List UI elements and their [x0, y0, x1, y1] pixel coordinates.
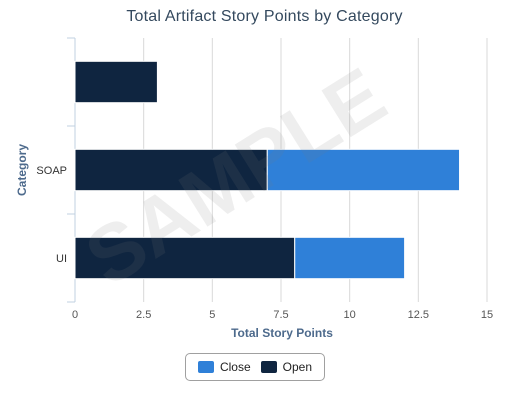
legend-item-open[interactable]: Open	[260, 360, 313, 374]
y-tick-label: UI	[56, 253, 67, 265]
chart-title: Total Artifact Story Points by Category	[126, 8, 403, 25]
bar-open-blank[interactable]	[74, 60, 158, 104]
bar-layer	[74, 60, 461, 280]
legend-label: Open	[282, 360, 313, 374]
axis-layer	[67, 37, 76, 303]
legend-swatch	[197, 361, 214, 373]
x-tick-label: 10	[344, 309, 356, 321]
x-tick-label: 12.5	[408, 309, 429, 321]
x-tick-label: 2.5	[136, 309, 151, 321]
legend-item-close[interactable]: Close	[197, 360, 251, 374]
x-tick-label: 15	[481, 309, 493, 321]
bar-open-ui[interactable]	[74, 236, 296, 280]
tick-layer: 0 2.5 5 7.5 10 12.5 15 SOAP UI	[36, 165, 493, 321]
legend-swatch	[260, 361, 277, 373]
x-axis-title: Total Story Points	[231, 326, 333, 340]
y-tick-label: SOAP	[36, 165, 67, 177]
bar-close-soap[interactable]	[266, 148, 461, 192]
chart-legend: Close Open	[185, 353, 325, 381]
x-tick-label: 5	[209, 309, 215, 321]
legend-label: Close	[219, 360, 251, 374]
x-tick-label: 0	[72, 309, 78, 321]
y-axis-title: Category	[15, 144, 29, 196]
x-tick-label: 7.5	[273, 309, 288, 321]
bar-open-soap[interactable]	[74, 148, 268, 192]
bar-close-ui[interactable]	[294, 236, 406, 280]
